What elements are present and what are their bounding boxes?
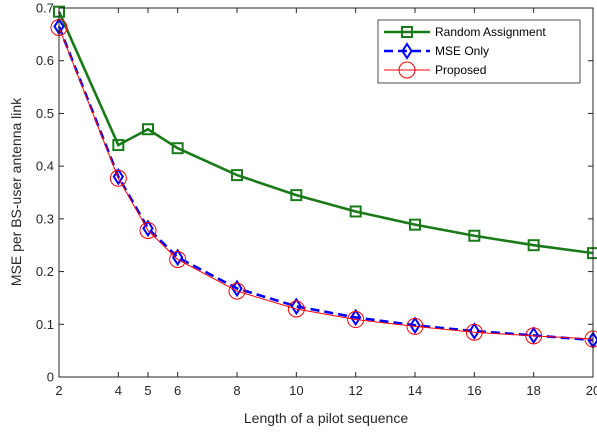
data-point-random-assignment [349, 205, 362, 218]
x-tick-label: 6 [174, 383, 181, 398]
series-line-proposed [58, 27, 594, 340]
y-tick-label: 0.3 [36, 211, 54, 226]
y-tick-label: 0.1 [36, 317, 54, 332]
x-tick-label: 2 [55, 383, 62, 398]
data-point-mse-only [231, 279, 243, 298]
legend-entry-mse-only: MSE Only [384, 42, 489, 60]
data-point-proposed [287, 300, 305, 318]
x-tick-label: 16 [467, 383, 481, 398]
legend-swatch-marker [401, 42, 413, 60]
data-point-mse-only [171, 248, 184, 267]
legend-label: MSE Only [435, 44, 489, 58]
x-tick-label: 14 [408, 383, 422, 398]
x-tick-label: 10 [289, 383, 303, 398]
x-tick-label: 5 [144, 383, 151, 398]
data-point-proposed [109, 169, 127, 187]
x-axis-title: Length of a pilot sequence [244, 410, 408, 426]
y-tick-label: 0 [47, 370, 54, 385]
data-point-random-assignment [290, 189, 303, 202]
data-point-random-assignment [142, 123, 154, 136]
series-line-random-assignment [57, 11, 594, 255]
data-point-random-assignment [171, 142, 184, 155]
y-tick-label: 0.2 [36, 264, 54, 279]
y-tick-label: 0.4 [36, 159, 54, 174]
legend-entry-random-assignment: Random Assignment [384, 25, 546, 39]
legend-label: Proposed [435, 63, 486, 77]
data-point-mse-only [468, 322, 481, 340]
data-point-proposed [406, 317, 424, 335]
y-tick-label: 0.5 [36, 106, 54, 121]
data-point-mse-only [290, 297, 303, 316]
x-tick-label: 4 [115, 383, 122, 398]
y-axis-title: MSE per BS-user antenna link [8, 97, 24, 286]
data-point-random-assignment [231, 169, 243, 182]
plot-frame [58, 7, 594, 378]
data-point-proposed [347, 311, 365, 329]
legend: Random Assignment MSE Only Proposed [377, 19, 581, 84]
data-point-proposed [139, 221, 157, 239]
legend-label: Random Assignment [435, 25, 546, 39]
x-tick-label: 12 [348, 383, 362, 398]
data-point-random-assignment [409, 218, 421, 231]
data-point-mse-only [527, 326, 540, 345]
data-point-proposed [465, 323, 483, 341]
y-tick-label: 0.7 [36, 1, 54, 16]
data-point-mse-only [112, 167, 125, 186]
legend-swatch-marker [398, 61, 416, 79]
x-tick-label: 18 [526, 383, 540, 398]
data-point-mse-only [349, 308, 362, 327]
series-layer [50, 5, 597, 349]
y-tick-label: 0.6 [36, 53, 54, 68]
data-point-proposed [228, 282, 246, 300]
data-point-proposed [525, 327, 543, 345]
data-point-random-assignment [112, 139, 125, 152]
axis-layer: 2 4 5 6 8 10 12 14 16 18 20 0 0.1 0.2 0.3 0.4 0.5 0.6 0.7 [36, 1, 597, 399]
data-point-mse-only [409, 316, 421, 335]
data-point-random-assignment [527, 239, 540, 252]
legend-swatch-marker [401, 26, 413, 38]
x-tick-label: 20 [586, 383, 597, 398]
data-point-proposed [169, 250, 187, 268]
x-tick-label: 8 [233, 383, 240, 398]
legend-entry-proposed: Proposed [384, 61, 486, 79]
data-point-random-assignment [468, 229, 481, 242]
series-line-mse-only [57, 25, 594, 342]
